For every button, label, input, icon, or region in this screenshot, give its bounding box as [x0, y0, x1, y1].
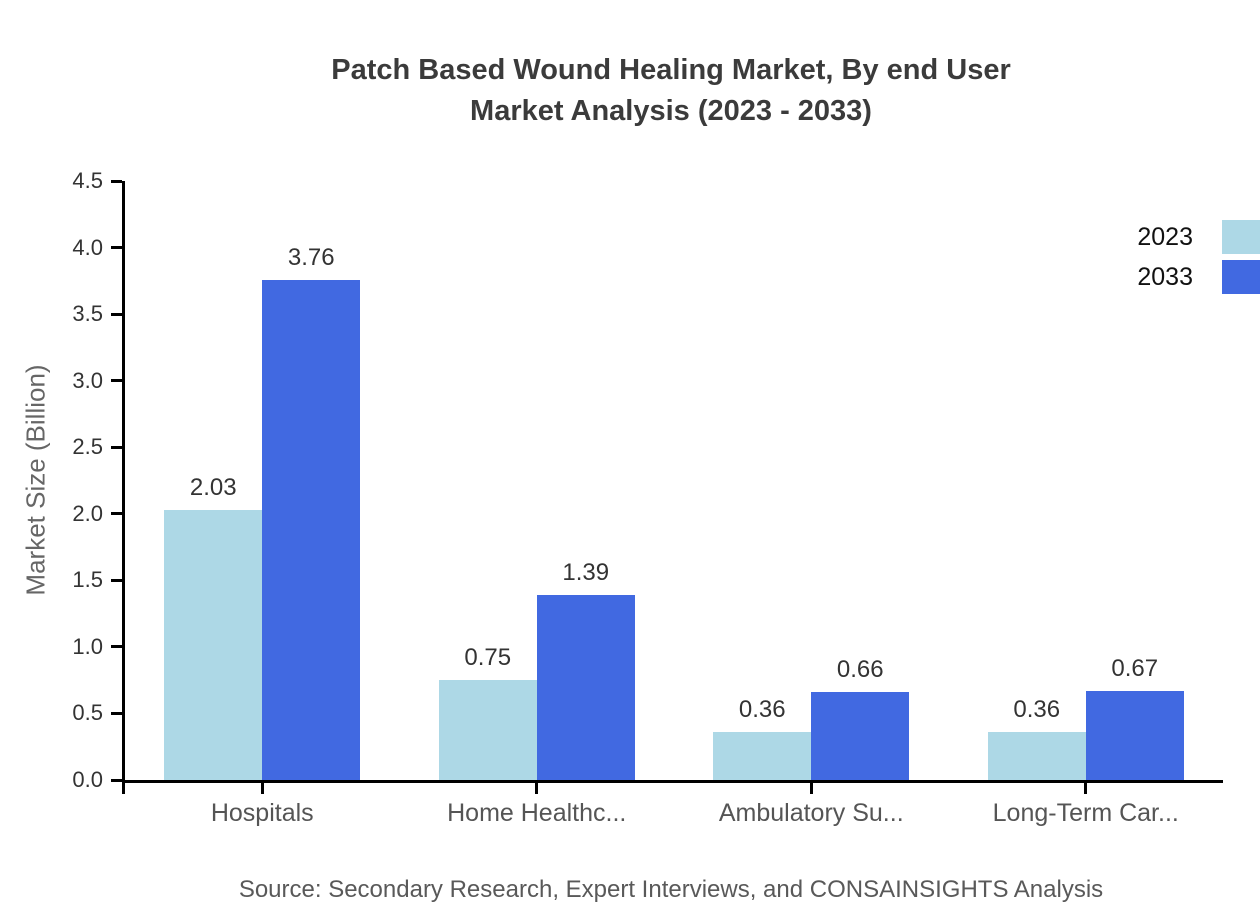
- bar-2033-long-term-car-: [1085, 690, 1184, 780]
- y-tick: [111, 645, 122, 649]
- x-tick: [809, 780, 813, 794]
- bar-value-label: 3.76: [287, 243, 335, 271]
- bar-value-label: 0.36: [738, 696, 786, 724]
- y-tick-label: 1.5: [72, 567, 103, 593]
- bar-2033-home-healthc-: [536, 594, 635, 780]
- y-tick-label: 1.0: [72, 633, 103, 659]
- bar-value-label: 0.75: [464, 644, 512, 672]
- y-tick: [111, 512, 122, 516]
- bar-2033-hospitals: [262, 279, 361, 780]
- bar-value-label: 1.39: [562, 558, 610, 586]
- y-tick: [111, 379, 122, 383]
- axis-origin-tick: [122, 780, 125, 794]
- y-tick-label: 2.0: [72, 500, 103, 526]
- legend-swatch: [1222, 220, 1260, 254]
- plot-area: 0.0 0.5 1.0 1.5 2.0 2.5 3.0 3.5 4.0 4.5 2.03 3.76 0…: [72, 170, 1223, 827]
- chart-title-line1: Patch Based Wound Healing Market, By end…: [331, 54, 1011, 86]
- bar-2023-hospitals: [164, 509, 263, 780]
- bar-value-label: 2.03: [189, 473, 237, 501]
- y-axis-title: Market Size (Billion): [20, 364, 51, 596]
- legend: 2023 2033: [1137, 220, 1260, 300]
- x-tick-label: Home Healthc...: [447, 799, 627, 827]
- y-tick-label: 2.5: [72, 434, 103, 460]
- bar-2023-ambulatory-su-: [713, 732, 812, 780]
- bar-value-label: 0.36: [1013, 696, 1061, 724]
- legend-label: 2023: [1137, 222, 1193, 251]
- y-tick-label: 3.0: [72, 367, 103, 393]
- y-tick-label: 0.0: [72, 767, 103, 792]
- source-note: Source: Secondary Research, Expert Inter…: [238, 876, 1104, 903]
- legend-row-2033: 2033: [1137, 260, 1260, 294]
- y-tick-label: 4.5: [72, 168, 103, 193]
- legend-row-2023: 2023: [1137, 220, 1260, 254]
- y-tick: [111, 312, 122, 316]
- y-tick: [111, 711, 122, 715]
- x-tick-label: Ambulatory Su...: [718, 799, 904, 827]
- bar-2023-home-healthc-: [438, 680, 537, 780]
- x-tick: [535, 780, 539, 794]
- x-tick-label: Hospitals: [210, 799, 314, 827]
- legend-swatch: [1222, 260, 1260, 294]
- y-tick: [111, 179, 122, 183]
- y-tick-label: 4.0: [72, 234, 103, 260]
- x-tick-label: Long-Term Car...: [992, 799, 1179, 827]
- y-tick-label: 0.5: [72, 700, 103, 726]
- bar-2023-long-term-car-: [987, 732, 1086, 780]
- x-tick: [1084, 780, 1088, 794]
- y-tick: [111, 246, 122, 250]
- y-tick: [111, 445, 122, 449]
- bar-2033-ambulatory-su-: [811, 692, 910, 780]
- y-tick: [111, 778, 122, 782]
- legend-label: 2033: [1137, 262, 1193, 291]
- bar-value-label: 0.66: [836, 656, 884, 684]
- chart-title: Patch Based Wound Healing Market, By end…: [122, 50, 1220, 132]
- bar-value-label: 0.67: [1111, 654, 1159, 682]
- y-tick: [111, 578, 122, 582]
- x-tick: [260, 780, 264, 794]
- y-tick-label: 3.5: [72, 301, 103, 327]
- chart-title-line2: Market Analysis (2023 - 2033): [470, 95, 872, 127]
